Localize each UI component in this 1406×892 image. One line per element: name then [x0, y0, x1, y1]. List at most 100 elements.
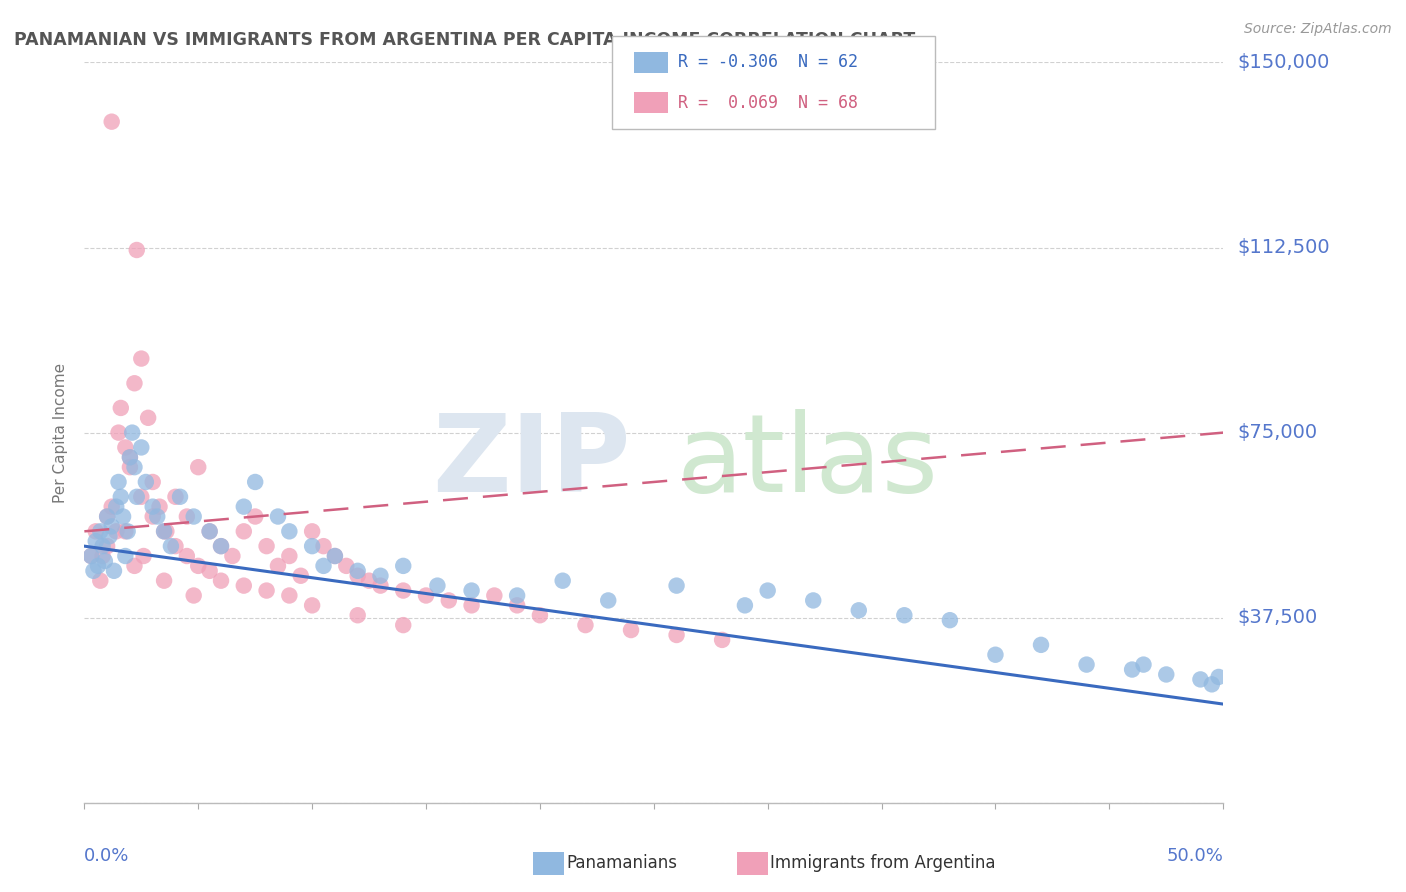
Point — [183, 589, 205, 603]
Point — [620, 623, 643, 637]
Point — [574, 618, 596, 632]
Point — [118, 450, 141, 465]
Point — [939, 613, 962, 627]
Point — [131, 351, 153, 366]
Point — [153, 524, 176, 539]
Point — [801, 593, 824, 607]
Point — [392, 618, 415, 632]
Point — [136, 410, 159, 425]
Text: $37,500: $37,500 — [1237, 608, 1317, 627]
Point — [323, 549, 346, 563]
Point — [89, 574, 111, 588]
Point — [437, 593, 460, 607]
Point — [153, 574, 176, 588]
Point — [98, 529, 121, 543]
Point — [209, 539, 232, 553]
Point — [142, 475, 165, 489]
Point — [160, 539, 183, 553]
Point — [87, 558, 110, 573]
Point — [734, 599, 756, 613]
Point — [142, 500, 165, 514]
Point — [506, 589, 529, 603]
Point — [142, 509, 165, 524]
Point — [335, 558, 357, 573]
Point — [232, 579, 254, 593]
Point — [267, 558, 290, 573]
Point — [183, 509, 205, 524]
Point — [146, 509, 169, 524]
Point — [665, 628, 688, 642]
Point — [460, 583, 482, 598]
Point — [105, 524, 128, 539]
Point — [118, 460, 141, 475]
Point — [209, 574, 232, 588]
Point — [221, 549, 243, 563]
Point — [312, 558, 335, 573]
Point — [370, 579, 392, 593]
Text: R =  0.069  N = 68: R = 0.069 N = 68 — [678, 94, 858, 112]
Point — [135, 475, 157, 489]
Point — [346, 608, 368, 623]
Point — [1189, 673, 1212, 687]
Point — [301, 599, 323, 613]
Point — [1208, 670, 1230, 684]
Point — [1132, 657, 1154, 672]
Point — [80, 549, 103, 563]
Point — [209, 539, 232, 553]
Point — [245, 509, 267, 524]
Point — [312, 539, 335, 553]
Point — [84, 534, 107, 549]
Text: atlas: atlas — [676, 409, 939, 516]
Point — [301, 539, 323, 553]
Point — [232, 524, 254, 539]
Point — [290, 568, 312, 582]
Point — [84, 524, 107, 539]
Point — [529, 608, 551, 623]
Point — [711, 632, 734, 647]
Point — [278, 589, 301, 603]
Point — [301, 524, 323, 539]
Point — [110, 401, 132, 415]
Text: Source: ZipAtlas.com: Source: ZipAtlas.com — [1244, 22, 1392, 37]
Point — [114, 524, 136, 539]
Point — [187, 460, 209, 475]
Point — [153, 524, 176, 539]
Point — [598, 593, 620, 607]
Point — [893, 608, 915, 623]
Text: $150,000: $150,000 — [1237, 53, 1330, 72]
Point — [756, 583, 779, 598]
Point — [80, 549, 103, 563]
Point — [198, 564, 221, 578]
Point — [245, 475, 267, 489]
Text: PANAMANIAN VS IMMIGRANTS FROM ARGENTINA PER CAPITA INCOME CORRELATION CHART: PANAMANIAN VS IMMIGRANTS FROM ARGENTINA … — [14, 31, 915, 49]
Point — [370, 568, 392, 582]
Point — [91, 539, 114, 553]
Text: Immigrants from Argentina: Immigrants from Argentina — [770, 855, 995, 872]
Point — [124, 558, 146, 573]
Point — [426, 579, 449, 593]
Point — [96, 509, 118, 524]
Point — [110, 490, 132, 504]
Point — [256, 583, 278, 598]
Point — [105, 500, 128, 514]
Text: $112,500: $112,500 — [1237, 238, 1330, 257]
Point — [346, 564, 368, 578]
Point — [848, 603, 870, 617]
Point — [100, 519, 122, 533]
Point — [125, 243, 148, 257]
Point — [124, 460, 146, 475]
Point — [415, 589, 437, 603]
Point — [460, 599, 482, 613]
Point — [256, 539, 278, 553]
Point — [278, 549, 301, 563]
Point — [117, 524, 139, 539]
Point — [392, 583, 415, 598]
Text: ZIP: ZIP — [433, 409, 631, 516]
Point — [232, 500, 254, 514]
Point — [346, 568, 368, 582]
Point — [176, 549, 198, 563]
Point — [107, 425, 129, 440]
Point — [1029, 638, 1052, 652]
Point — [118, 450, 141, 465]
Point — [96, 509, 118, 524]
